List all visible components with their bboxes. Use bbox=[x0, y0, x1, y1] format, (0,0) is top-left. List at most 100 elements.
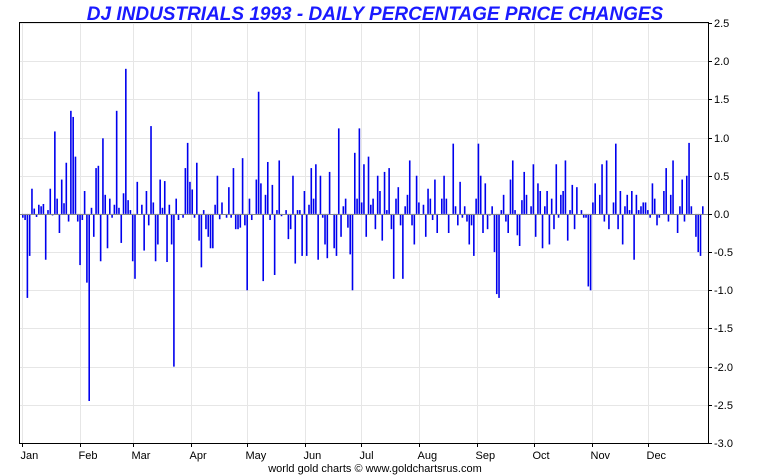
bar bbox=[44, 213, 47, 260]
y-tick-label: 1.0 bbox=[714, 133, 729, 145]
bar bbox=[76, 213, 79, 222]
bar bbox=[127, 200, 129, 214]
bar bbox=[184, 168, 187, 214]
bar bbox=[177, 213, 180, 221]
bar bbox=[106, 213, 109, 249]
bar bbox=[376, 175, 379, 214]
bar bbox=[475, 198, 477, 214]
bar bbox=[115, 110, 118, 214]
bar bbox=[440, 198, 443, 214]
bar bbox=[273, 213, 276, 275]
bar bbox=[615, 143, 617, 214]
bar bbox=[154, 213, 157, 262]
plot-frame bbox=[19, 22, 709, 444]
bar bbox=[356, 198, 358, 214]
bar bbox=[608, 213, 610, 230]
bar bbox=[118, 207, 120, 214]
bar bbox=[337, 128, 340, 214]
bar bbox=[31, 188, 33, 214]
bar bbox=[663, 191, 665, 214]
bar bbox=[70, 110, 72, 214]
bar bbox=[468, 213, 471, 245]
bar bbox=[617, 213, 619, 230]
bar bbox=[319, 175, 322, 214]
bar bbox=[530, 206, 532, 214]
bar bbox=[358, 128, 361, 214]
bar bbox=[81, 213, 84, 221]
bar bbox=[360, 202, 363, 214]
bar bbox=[122, 193, 125, 214]
x-tick-label: Jul bbox=[360, 450, 374, 462]
bar bbox=[624, 206, 626, 214]
y-axis-ticks: 2.5 2.0 1.5 1.0 0.5 0.0 -0.5 -1.0 -1.5 -2.0 -2.5 -3… bbox=[708, 18, 733, 450]
bar bbox=[406, 194, 409, 214]
bar bbox=[99, 213, 102, 262]
bar bbox=[383, 171, 386, 214]
bar bbox=[90, 207, 93, 214]
bar bbox=[397, 187, 400, 214]
bar bbox=[225, 213, 228, 218]
bar bbox=[120, 213, 123, 243]
bar bbox=[473, 213, 475, 256]
bar bbox=[647, 210, 649, 214]
bar bbox=[697, 213, 700, 253]
bar bbox=[594, 183, 596, 214]
bar bbox=[653, 198, 656, 214]
bar bbox=[74, 156, 77, 214]
bar bbox=[493, 213, 496, 253]
bar bbox=[676, 213, 679, 233]
bar bbox=[477, 143, 480, 214]
bar bbox=[67, 213, 70, 222]
bar bbox=[404, 206, 406, 214]
bar bbox=[523, 171, 526, 214]
bar bbox=[690, 206, 693, 214]
bar bbox=[303, 191, 306, 214]
bar bbox=[399, 213, 402, 226]
bar bbox=[555, 164, 558, 214]
x-tick-label: Jan bbox=[21, 450, 39, 462]
bar bbox=[202, 210, 205, 214]
bar bbox=[587, 213, 590, 287]
bar bbox=[445, 198, 448, 214]
y-tick-label: -3.0 bbox=[714, 438, 733, 450]
bar bbox=[315, 164, 317, 214]
bar bbox=[386, 210, 388, 214]
bar bbox=[560, 194, 562, 214]
bar bbox=[129, 210, 132, 214]
y-tick-label: 2.5 bbox=[714, 18, 729, 30]
bar bbox=[603, 213, 606, 222]
bar bbox=[260, 183, 262, 214]
bar bbox=[241, 158, 244, 214]
bar bbox=[631, 191, 633, 214]
bar bbox=[170, 213, 173, 245]
bar bbox=[569, 210, 571, 214]
bar bbox=[191, 189, 194, 214]
bar bbox=[109, 198, 111, 214]
bar bbox=[317, 213, 319, 260]
bar bbox=[470, 213, 473, 226]
bar bbox=[651, 183, 654, 214]
bar bbox=[166, 213, 168, 263]
bar bbox=[232, 168, 235, 214]
bar bbox=[22, 213, 24, 218]
x-tick-label: Aug bbox=[418, 450, 438, 462]
bar bbox=[392, 213, 395, 279]
bar bbox=[294, 213, 297, 264]
bar bbox=[637, 210, 640, 214]
bar bbox=[656, 213, 658, 226]
bar bbox=[642, 202, 645, 214]
bar bbox=[507, 213, 509, 233]
bar bbox=[516, 213, 519, 236]
bar bbox=[418, 202, 420, 214]
x-tick-label: Apr bbox=[190, 450, 207, 462]
bar bbox=[635, 194, 638, 214]
bar bbox=[49, 188, 52, 214]
bar bbox=[644, 202, 647, 214]
bar bbox=[173, 213, 175, 367]
bar bbox=[413, 213, 416, 245]
bar bbox=[175, 198, 177, 214]
x-tick-label: May bbox=[246, 450, 267, 462]
bar bbox=[681, 179, 683, 214]
bar bbox=[699, 213, 702, 256]
chart-credit: world gold charts © www.goldchartsrus.co… bbox=[267, 463, 482, 475]
